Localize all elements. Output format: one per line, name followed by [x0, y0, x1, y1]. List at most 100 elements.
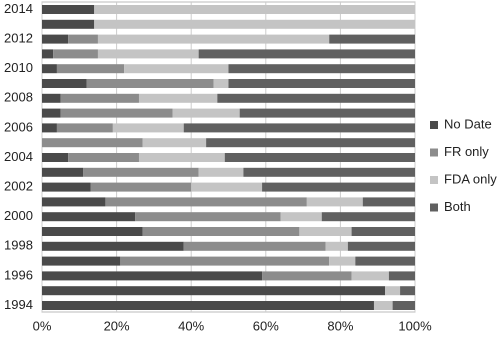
bar-segment	[400, 286, 415, 296]
bar-segment	[351, 227, 415, 236]
legend-swatch	[430, 203, 438, 212]
bar-segment	[42, 227, 143, 236]
legend-label: No Date	[444, 116, 492, 131]
bar-segment	[347, 241, 415, 251]
bar-segment	[94, 19, 415, 29]
bar-segment	[191, 182, 263, 192]
bar-segment	[83, 167, 199, 177]
bar-segment	[60, 108, 173, 118]
bar-segment	[112, 123, 184, 133]
bar-segment	[42, 153, 69, 162]
bar-segment	[124, 64, 229, 74]
bar-segment	[239, 108, 415, 118]
legend-label: FR only	[444, 144, 489, 159]
bar-segment	[97, 34, 330, 44]
bar-segment	[385, 286, 401, 296]
bar-segment	[142, 227, 300, 236]
bar-segment	[94, 5, 415, 14]
bar-segment	[42, 212, 136, 222]
bar-segment	[97, 49, 199, 59]
bar-segment	[325, 241, 348, 251]
bar-segment	[183, 241, 326, 251]
y-tick-label: 1994	[4, 297, 33, 312]
bar-segment	[42, 286, 386, 296]
y-tick-label: 2008	[4, 90, 33, 105]
bar-segment	[138, 93, 218, 103]
bar-segment	[183, 123, 415, 133]
bar-segment	[68, 34, 98, 44]
legend-swatch	[430, 148, 438, 157]
bar-segment	[262, 182, 415, 192]
bar-segment	[86, 79, 214, 88]
bar-segment	[56, 64, 125, 74]
bar-segment	[42, 5, 95, 14]
y-tick-label: 2006	[4, 119, 33, 134]
bar-segment	[206, 138, 415, 148]
bar-segment	[142, 138, 207, 148]
bar-segment	[299, 227, 352, 236]
legend-label: Both	[444, 199, 471, 214]
bar-segment	[306, 197, 363, 207]
legend-swatch	[430, 176, 438, 184]
x-tick-label: 80%	[327, 318, 353, 333]
y-tick-label: 2002	[4, 179, 33, 194]
bar-segment	[135, 212, 281, 222]
bar-segment	[42, 123, 57, 133]
x-tick-label: 40%	[178, 318, 204, 333]
bar-segment	[42, 19, 95, 29]
bar-segment	[42, 241, 184, 251]
bar-segment	[388, 271, 415, 281]
bar-segment	[228, 79, 415, 88]
bar-segment	[42, 138, 143, 148]
bar-segment	[42, 271, 263, 281]
y-tick-label: 1998	[4, 238, 33, 253]
y-tick-label: 2012	[4, 31, 33, 46]
y-tick-label: 1996	[4, 267, 33, 282]
bar-segment	[42, 301, 374, 310]
x-tick-label: 0%	[33, 318, 52, 333]
bar-segment	[42, 79, 87, 88]
bar-segment	[42, 197, 106, 207]
bar-segment	[42, 34, 69, 44]
bar-segment	[351, 271, 389, 281]
bar-segment	[138, 153, 225, 162]
bar-segment	[355, 256, 415, 266]
y-tick-label: 2010	[4, 60, 33, 75]
bar-segment	[68, 153, 139, 162]
bar-segment	[60, 93, 139, 103]
legend-label: FDA only	[444, 171, 497, 186]
bar-segment	[224, 153, 415, 162]
bar-segment	[42, 256, 121, 266]
bar-segment	[56, 123, 113, 133]
legend-swatch	[430, 121, 438, 129]
bar-segment	[329, 256, 356, 266]
bar-segment	[373, 301, 393, 310]
bar-segment	[262, 271, 352, 281]
bar-segment	[243, 167, 415, 177]
bar-segment	[120, 256, 330, 266]
bar-segment	[198, 49, 415, 59]
bar-segment	[90, 182, 192, 192]
x-tick-label: 100%	[398, 318, 432, 333]
bar-segment	[172, 108, 240, 118]
x-tick-label: 20%	[104, 318, 130, 333]
x-tick-label: 60%	[253, 318, 279, 333]
bar-segment	[217, 93, 415, 103]
bar-segment	[392, 301, 415, 310]
bar-segment	[42, 108, 61, 118]
bar-segment	[42, 182, 91, 192]
bar-segment	[228, 64, 415, 74]
bar-segment	[42, 64, 57, 74]
bar-segment	[53, 49, 98, 59]
y-tick-label: 2000	[4, 208, 33, 223]
bar-segment	[198, 167, 244, 177]
bar-segment	[105, 197, 307, 207]
bar-segment	[329, 34, 415, 44]
y-tick-label: 2004	[4, 149, 33, 164]
bar-segment	[362, 197, 415, 207]
bar-segment	[280, 212, 322, 222]
y-tick-label: 2014	[4, 1, 33, 16]
bar-segment	[42, 49, 54, 59]
